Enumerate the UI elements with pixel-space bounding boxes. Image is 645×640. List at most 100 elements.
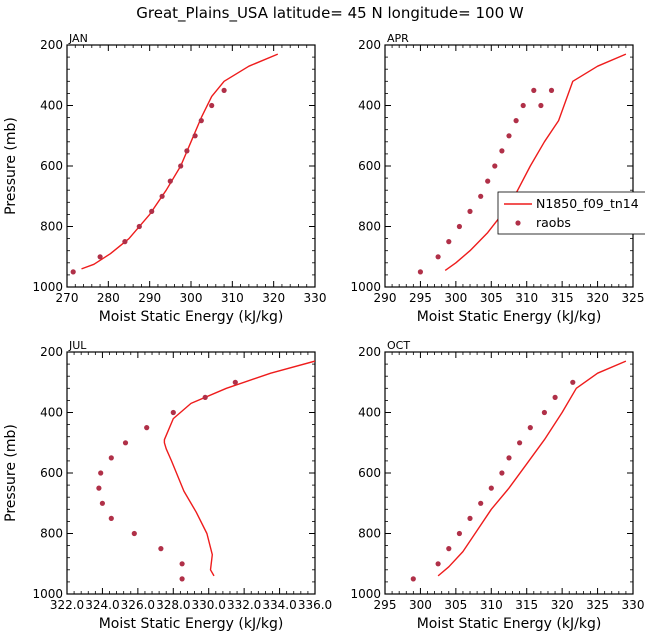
y-tick-label: 1000 (350, 280, 381, 294)
x-tick-label: 315 (551, 291, 574, 305)
x-tick-label: 332.0 (227, 598, 261, 612)
x-tick-label: 290 (374, 291, 397, 305)
raobs-point (179, 561, 185, 567)
panel-label: JUL (68, 339, 87, 352)
raobs-point (446, 239, 452, 245)
raobs-point (417, 269, 423, 275)
raobs-point (488, 485, 494, 491)
raobs-point (98, 470, 104, 476)
raobs-point (167, 178, 173, 184)
y-tick-label: 800 (358, 527, 381, 541)
legend-marker-label: raobs (536, 215, 571, 230)
y-tick-label: 200 (358, 38, 381, 52)
x-tick-label: 290 (138, 291, 161, 305)
model-series-line (163, 360, 315, 577)
y-tick-label: 1000 (350, 587, 381, 601)
x-tick-label: 310 (221, 291, 244, 305)
x-tick-label: 305 (444, 598, 467, 612)
raobs-point (136, 223, 142, 230)
plot-frame (384, 351, 634, 595)
x-tick-label: 325 (622, 291, 645, 305)
x-tick-label: 322.0 (50, 598, 84, 612)
raobs-point (159, 193, 165, 199)
raobs-point (485, 178, 491, 184)
panel-label: JAN (68, 32, 88, 45)
y-tick-label: 200 (40, 38, 63, 52)
model-series-line (437, 360, 627, 577)
raobs-point (541, 409, 548, 416)
raobs-point (122, 239, 128, 245)
panels-group: JAN 270 280 290 300 310 320 330 200 400 600 800 1000… (3, 32, 644, 632)
y-tick-label: 600 (358, 159, 381, 173)
y-tick-label: 200 (40, 345, 63, 359)
raobs-point (478, 500, 484, 506)
plot-area (70, 53, 279, 275)
raobs-point (570, 379, 576, 385)
raobs-point (108, 515, 114, 522)
y-tick-label: 600 (358, 466, 381, 480)
x-tick-label: 320 (586, 291, 609, 305)
y-tick-label: 400 (358, 406, 381, 420)
raobs-point (170, 409, 176, 416)
model-series-line (444, 53, 627, 271)
raobs-point (506, 455, 512, 461)
x-tick-label: 315 (515, 598, 538, 612)
model-series-line (81, 53, 279, 270)
panel-jul: JUL 322.0 324.0 326.0 328.0 330.0 332.0 334.0 33… (3, 339, 332, 632)
x-axis-label: Moist Static Energy (kJ/kg) (99, 616, 284, 632)
x-axis-label: Moist Static Energy (kJ/kg) (417, 309, 602, 325)
raobs-point (538, 102, 544, 109)
x-tick-label: 320 (551, 598, 574, 612)
raobs-point (144, 425, 150, 431)
x-tick-label: 330 (622, 598, 645, 612)
raobs-point (198, 118, 204, 124)
raobs-point (435, 561, 441, 567)
raobs-point (513, 118, 519, 124)
panel-label: APR (387, 32, 409, 45)
raobs-point (435, 254, 441, 260)
x-tick-label: 270 (56, 291, 79, 305)
raobs-point (478, 193, 484, 199)
raobs-point (446, 546, 452, 552)
plot-frame (66, 44, 316, 288)
raobs-point (410, 576, 416, 582)
legend-line-label: N1850_f09_tn14 (536, 196, 639, 211)
raobs-point (202, 394, 208, 400)
plot-area (410, 360, 627, 582)
raobs-point (97, 254, 103, 260)
x-tick-label: 330.0 (192, 598, 226, 612)
y-tick-label: 800 (40, 220, 63, 234)
y-tick-label: 400 (358, 99, 381, 113)
y-tick-label: 1000 (32, 280, 63, 294)
x-tick-label: 305 (480, 291, 503, 305)
y-axis-label: Pressure (mb) (3, 424, 19, 522)
y-tick-label: 400 (40, 406, 63, 420)
x-tick-label: 295 (409, 291, 432, 305)
x-tick-label: 334.0 (262, 598, 296, 612)
x-tick-label: 280 (97, 291, 120, 305)
x-tick-label: 310 (480, 598, 503, 612)
raobs-point (149, 208, 155, 214)
panel-apr: APR 290 295 300 305 310 315 320 325 200 400 600 800 1… (350, 32, 644, 325)
plot-area (96, 360, 315, 582)
y-tick-label: 1000 (32, 587, 63, 601)
raobs-point (552, 394, 558, 400)
raobs-point (108, 455, 114, 461)
plot-area (417, 53, 627, 275)
raobs-point (96, 485, 102, 491)
raobs-point (456, 223, 462, 230)
panel-jan: JAN 270 280 290 300 310 320 330 200 400 600 800 1000… (3, 32, 326, 325)
y-tick-label: 600 (40, 466, 63, 480)
x-tick-label: 330 (304, 291, 327, 305)
raobs-point (520, 102, 526, 109)
legend-box (497, 191, 645, 235)
x-axis-label: Moist Static Energy (kJ/kg) (417, 616, 602, 632)
x-tick-label: 310 (515, 291, 538, 305)
y-tick-label: 800 (358, 220, 381, 234)
raobs-point (184, 148, 190, 154)
raobs-point (499, 148, 505, 154)
y-tick-label: 600 (40, 159, 63, 173)
raobs-point (192, 133, 198, 139)
